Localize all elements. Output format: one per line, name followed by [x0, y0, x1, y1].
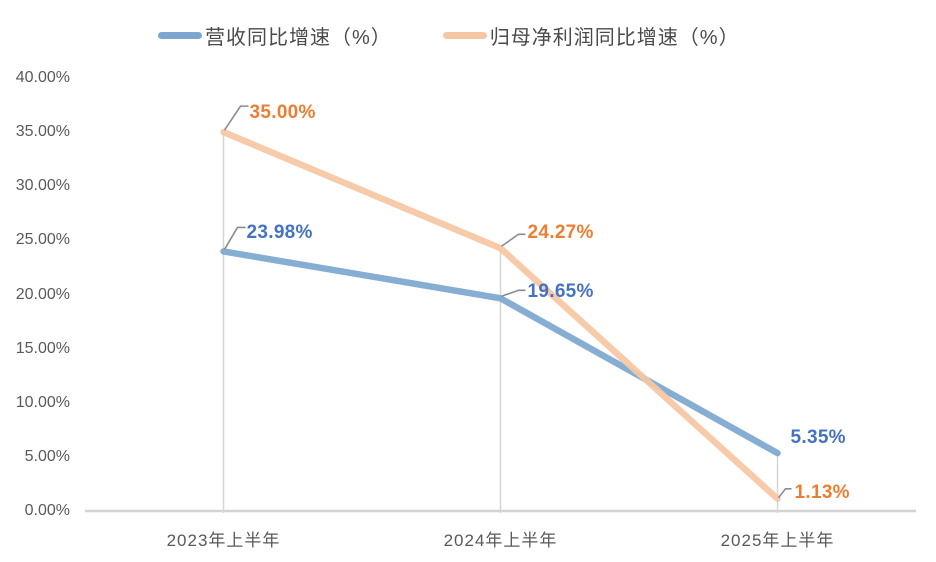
x-axis-category-label: 2024年上半年: [443, 531, 558, 550]
y-axis-tick-label: 0.00%: [24, 502, 70, 519]
x-axis-category-label: 2025年上半年: [720, 531, 835, 550]
legend-line-swatch-net-profit: [442, 32, 487, 39]
y-axis-tick-label: 20.00%: [15, 285, 70, 303]
legend: 营收同比增速（%） 归母净利润同比增速（%）: [158, 21, 740, 50]
legend-item-revenue-growth: 营收同比增速（%）: [158, 21, 392, 50]
y-axis-tick-label: 30.00%: [15, 177, 70, 195]
legend-item-net-profit-growth: 归母净利润同比增速（%）: [442, 21, 740, 50]
data-label-series-1: 24.27%: [527, 222, 594, 244]
y-axis-tick-label: 15.00%: [15, 339, 70, 357]
data-label-series-0: 19.65%: [527, 281, 594, 303]
legend-label-net-profit-growth: 归母净利润同比增速（%）: [489, 27, 740, 49]
legend-line-swatch-revenue: [158, 32, 202, 39]
y-axis-tick-label: 10.00%: [15, 393, 70, 411]
y-axis-tick-label: 5.00%: [24, 447, 70, 465]
label-leader-line: [223, 226, 246, 250]
series-line-0: [220, 248, 781, 457]
legend-label-revenue-growth: 营收同比增速（%）: [205, 27, 392, 49]
y-axis-tick-label: 35.00%: [15, 123, 70, 141]
data-label-series-0: 5.35%: [790, 427, 846, 449]
y-axis-tick-label: 25.00%: [15, 231, 70, 249]
x-axis-category-label: 2023年上半年: [166, 531, 281, 550]
y-axis-tick-label: 40.00%: [15, 69, 70, 86]
data-label-series-1: 35.00%: [249, 102, 316, 124]
label-leader-line: [501, 233, 526, 247]
label-leader-line: [223, 105, 249, 131]
label-leader-line: [501, 289, 526, 298]
data-label-series-0: 23.98%: [246, 222, 313, 244]
label-leader-line: [777, 487, 792, 499]
data-label-series-1: 1.13%: [794, 481, 850, 503]
series-line-1: [220, 128, 781, 503]
